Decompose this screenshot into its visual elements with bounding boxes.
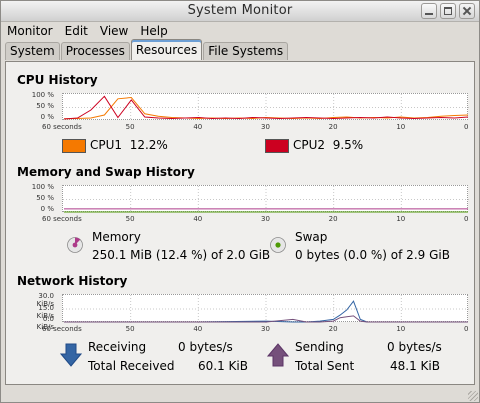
cpu2-color-swatch[interactable] (265, 139, 289, 153)
network-history-title: Network History (17, 274, 128, 288)
menu-view[interactable]: View (99, 24, 129, 38)
network-x-tick: 60 seconds (42, 325, 82, 333)
cpu1-label: CPU1 12.2% (90, 138, 168, 152)
memory-pie-icon[interactable] (67, 237, 83, 253)
resources-panel: CPU History 100 % 50 % 0 % 60 seconds 50 4… (5, 61, 475, 385)
cpu-x-tick: 50 (125, 123, 135, 131)
total-sent-value: 48.1 KiB (390, 359, 440, 373)
total-sent-label: Total Sent (295, 359, 355, 373)
memory-x-tick: 50 (125, 215, 135, 223)
total-received-label: Total Received (88, 359, 175, 373)
network-y-tick: 30.0 KiB/s (36, 292, 54, 308)
title-bar[interactable]: System Monitor (1, 1, 479, 22)
memory-label: Memory (92, 230, 141, 244)
menu-edit[interactable]: Edit (64, 24, 88, 38)
receiving-arrow-icon[interactable] (60, 343, 82, 367)
cpu2-label: CPU2 9.5% (293, 138, 364, 152)
network-y-tick: 15.0 KiB/s (36, 304, 54, 320)
network-plot (63, 295, 469, 323)
memory-y-tick: 50 % (36, 194, 54, 202)
menu-monitor[interactable]: Monitor (7, 24, 53, 38)
network-x-tick: 0 (464, 325, 469, 333)
tab-system[interactable]: System (5, 42, 60, 60)
sending-arrow-icon[interactable] (267, 343, 289, 367)
tab-file-systems[interactable]: File Systems (203, 42, 289, 60)
cpu1-color-swatch[interactable] (62, 139, 86, 153)
memory-history-title: Memory and Swap History (17, 165, 195, 179)
minimize-icon[interactable] (421, 3, 437, 19)
cpu-y-tick: 50 % (36, 102, 54, 110)
cpu-history-graph (62, 93, 469, 121)
cpu-y-tick: 0 % (40, 113, 54, 121)
memory-y-tick: 0 % (40, 205, 54, 213)
menu-help[interactable]: Help (140, 24, 168, 38)
total-received-value: 60.1 KiB (198, 359, 248, 373)
cpu-plot (63, 94, 469, 121)
cpu-x-tick: 30 (261, 123, 270, 131)
swap-pie-icon[interactable] (270, 237, 286, 253)
cpu-x-tick: 40 (193, 123, 203, 131)
cpu-x-tick: 60 seconds (42, 123, 82, 131)
cpu-series-cpu2 (63, 95, 469, 120)
sending-rate: 0 bytes/s (387, 340, 442, 354)
network-x-tick: 10 (396, 325, 406, 333)
window-title: System Monitor (187, 3, 293, 18)
memory-x-tick: 0 (464, 215, 469, 223)
memory-x-tick: 10 (396, 215, 406, 223)
network-x-tick: 20 (328, 325, 338, 333)
sending-label: Sending (295, 340, 344, 354)
tab-bar: System Processes Resources File Systems (5, 39, 289, 60)
memory-x-tick: 60 seconds (42, 215, 82, 223)
memory-history-graph (62, 185, 469, 213)
memory-value: 250.1 MiB (12.4 %) of 2.0 GiB (92, 248, 271, 262)
close-icon[interactable] (459, 3, 475, 19)
cpu-x-tick: 20 (328, 123, 338, 131)
menu-bar: Monitor Edit View Help (1, 22, 479, 40)
cpu-x-tick: 10 (396, 123, 406, 131)
swap-value: 0 bytes (0.0 %) of 2.9 GiB (295, 248, 450, 262)
memory-x-tick: 30 (261, 215, 270, 223)
resize-grip[interactable] (468, 391, 478, 401)
network-x-tick: 40 (193, 325, 203, 333)
memory-x-tick: 40 (193, 215, 203, 223)
cpu-y-tick: 100 % (31, 91, 54, 99)
cpu-x-tick: 0 (464, 123, 469, 131)
tab-processes[interactable]: Processes (60, 42, 130, 60)
network-history-graph (62, 294, 469, 323)
network-y-tick: 0.0 KiB/s (36, 315, 54, 331)
tab-resources[interactable]: Resources (130, 39, 203, 60)
receiving-rate: 0 bytes/s (178, 340, 233, 354)
network-series-sending (64, 315, 468, 323)
maximize-icon[interactable] (440, 3, 456, 19)
network-x-tick: 30 (261, 325, 270, 333)
memory-y-tick: 100 % (31, 183, 54, 191)
swap-label: Swap (295, 230, 328, 244)
receiving-label: Receiving (88, 340, 147, 354)
cpu-history-title: CPU History (17, 73, 98, 87)
network-x-tick: 50 (125, 325, 135, 333)
memory-plot (63, 186, 469, 213)
memory-x-tick: 20 (328, 215, 338, 223)
